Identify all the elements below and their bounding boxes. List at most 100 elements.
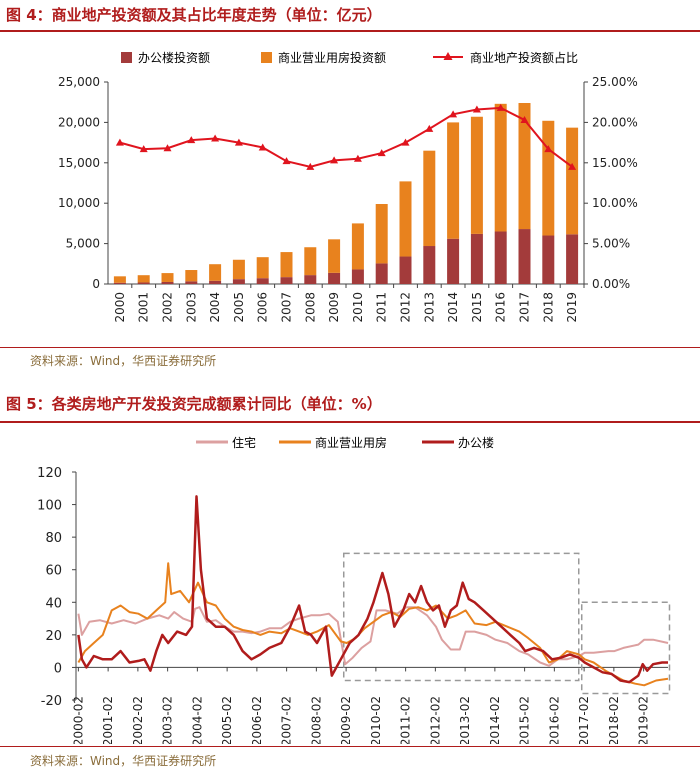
fig5-x-tick-label: 2006-02 [250,696,264,744]
fig5-x-tick-label: 2017-02 [577,696,591,744]
bar-commercial [328,239,341,273]
share-point [425,124,434,132]
fig4-left-tick-label: 10,000 [58,196,100,210]
fig5-y-tick-label: 100 [37,499,62,514]
fig4-x-tick-label: 2009 [327,292,341,323]
fig5-x-tick-label: 2018-02 [607,696,621,744]
fig5-x-tick-label: 2015-02 [518,696,532,744]
bar-commercial [518,103,531,230]
share-point [377,149,386,157]
fig4-right-tick-label: 25.00% [592,75,638,89]
bar-commercial [185,270,198,282]
fig5-x-tick-label: 2014-02 [488,696,502,744]
bar-office [113,282,126,284]
bar-commercial [137,275,150,283]
legend-residential-label: 住宅 [232,435,256,450]
fig5-x-tick-label: 2019-02 [637,696,651,744]
fig4-x-tick-label: 2011 [375,292,389,323]
fig4-x-tick-label: 2005 [232,292,246,323]
bar-office [542,235,555,284]
bar-commercial [351,223,364,270]
share-point [211,134,220,142]
bar-commercial [113,276,126,283]
bar-office [256,278,269,284]
fig5-y-tick-label: 120 [37,466,62,481]
line-office [77,495,668,684]
legend-commercial-label: 商业营业用房投资额 [278,50,386,65]
fig4-x-tick-label: 2018 [541,292,555,323]
legend-office-label: 办公楼投资额 [138,50,210,65]
share-point [258,143,267,151]
fig5-y-tick-label: 60 [45,564,62,579]
fig5-y-tick-label: 40 [45,596,62,611]
fig5-x-tick-label: 2010-02 [369,696,383,744]
legend-commercial-label: 商业营业用房 [315,435,387,450]
fig4-x-tick-label: 2014 [446,292,460,323]
fig4-axes: 0 5,000 10,000 15,000 20,000 25,000 0.00% 5.00%… [58,75,638,323]
highlight-box [580,601,671,695]
bar-commercial [161,273,174,282]
share-point [187,136,196,144]
fig5-x-tick-label: 2000-02 [71,696,85,744]
fig4-legend: 办公楼投资额 商业营业用房投资额 商业地产投资额占比 [121,50,578,65]
fig4-left-tick-label: 5,000 [66,237,100,251]
fig5-y-tick-label: 20 [45,629,62,644]
fig4-right-tick-label: 0.00% [592,277,630,291]
fig5-x-tick-label: 2016-02 [547,696,561,744]
bar-commercial [566,127,579,235]
legend-office-label: 办公楼 [458,435,494,450]
fig4-right-tick-label: 10.00% [592,196,638,210]
fig5-x-tick-label: 2001-02 [101,696,115,744]
fig4-right-tick-label: 20.00% [592,115,638,129]
fig4-left-tick-label: 0 [92,277,100,291]
fig5-x-tick-label: 2004-02 [190,696,204,744]
bar-office [304,275,317,284]
fig4-x-tick-label: 2015 [470,292,484,323]
fig5-y-tick-label: -20 [41,694,62,709]
share-point [163,144,172,152]
bar-office [280,277,293,284]
share-point [520,115,529,123]
line-residential [77,606,669,667]
share-line-path [119,106,573,168]
fig4-source: 资料来源：Wind，华西证券研究所 [30,354,217,368]
fig5-lines [77,495,669,687]
fig5-x-tick-label: 2005-02 [220,696,234,744]
bar-commercial [423,150,436,247]
fig4-x-tick-label: 2001 [137,292,151,323]
bar-office [232,279,245,284]
fig4-x-tick-label: 2002 [161,292,175,323]
share-point [496,103,505,111]
fig4-x-tick-label: 2003 [184,292,198,323]
fig5-x-tick-label: 2002-02 [131,696,145,744]
bar-office [423,246,436,284]
fig5-legend: 住宅 商业营业用房 办公楼 [196,435,494,450]
fig5-x-tick-label: 2013-02 [458,696,472,744]
bar-commercial [280,252,293,278]
bar-commercial [209,264,222,281]
share-point [139,145,148,153]
share-point [306,162,315,170]
bar-office [185,281,198,284]
fig4-left-tick-label: 15,000 [58,156,100,170]
fig4-left-tick-label: 25,000 [58,75,100,89]
fig5-x-tick-label: 2003-02 [161,696,175,744]
bar-office [209,280,222,284]
fig4-x-tick-label: 2008 [303,292,317,323]
fig5-chart: 住宅 商业营业用房 办公楼 -20 0 20 40 60 80 100 120 2000-02 2… [37,435,671,744]
fig4-x-tick-label: 2019 [565,292,579,323]
fig5-source: 资料来源：Wind，华西证券研究所 [30,754,217,768]
bar-commercial [304,247,317,276]
fig5-x-tick-label: 2009-02 [339,696,353,744]
bar-office [137,282,150,284]
fig4-left-tick-label: 20,000 [58,115,100,129]
bar-office [447,238,460,284]
fig5-x-tick-label: 2007-02 [280,696,294,744]
share-point [282,157,291,165]
fig4-x-tick-label: 2006 [256,292,270,323]
fig4-x-tick-label: 2013 [422,292,436,323]
legend-share-marker [443,52,453,60]
fig4-right-tick-label: 5.00% [592,237,630,251]
bar-office [566,234,579,284]
bar-office [470,233,483,284]
